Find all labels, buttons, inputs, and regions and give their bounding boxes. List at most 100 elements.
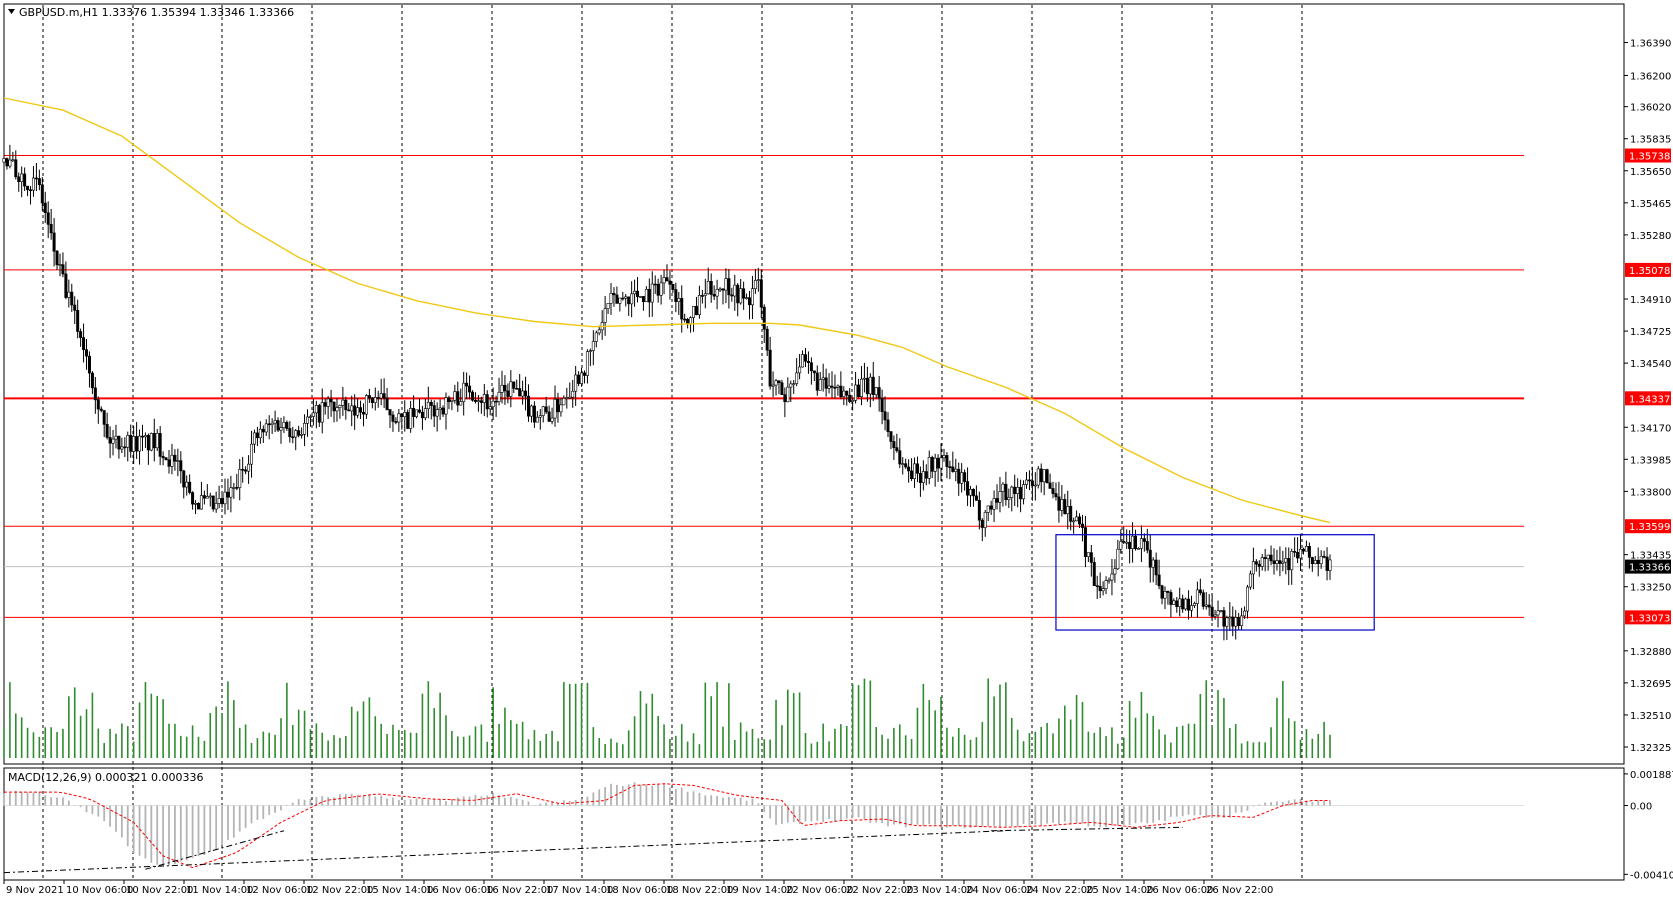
candle-body [753,280,757,290]
candle-body [1131,535,1135,549]
candle-body [697,295,701,316]
candle-body [185,481,189,488]
candle-body [1101,588,1105,592]
candle-body [438,407,442,410]
candle-body [656,283,660,296]
time-tick-label: 10 Nov 22:00 [126,885,193,896]
candle-body [1089,552,1093,563]
candle-body [132,436,136,452]
candle-body [582,372,586,376]
candle-body [1142,538,1146,542]
candle-body [43,202,47,213]
time-tick-label: 9 Nov 2021 [6,885,64,896]
candle-body [353,405,357,416]
candle-body [282,422,286,428]
candle-body [429,401,433,406]
candle-body [252,432,256,445]
candle-body [1245,586,1249,612]
candle-body [58,264,62,266]
price-panel-frame [3,3,1625,765]
candle-body [176,460,180,462]
candle-body [314,405,318,414]
candle-body [14,159,18,178]
price-tick-label: 1.36020 [1630,103,1671,114]
candle-body [662,277,666,284]
candle-body [980,519,984,528]
candle-body [105,424,109,438]
candle-body [20,173,24,183]
price-tick-label: 1.34540 [1630,359,1671,370]
candle-body [871,376,875,395]
time-tick-label: 19 Nov 14:00 [726,885,793,896]
candle-body [1001,483,1005,492]
candle-body [1181,598,1185,610]
candle-body [1240,615,1244,626]
candle-body [2,158,6,163]
candle-body [359,407,363,413]
candle-body [1184,598,1188,610]
candle-body [862,377,866,380]
candle-body [1169,592,1173,605]
candle-body [818,379,822,391]
candle-body [742,288,746,299]
candle-body [1057,496,1061,511]
candle-body [450,399,454,403]
candle-body [683,318,687,321]
candle-body [1004,483,1008,500]
candle-body [886,419,890,432]
candle-body [126,435,130,448]
candle-body [1036,468,1040,486]
candle-body [55,250,59,266]
candle-body [638,296,642,298]
candle-body [553,399,557,419]
candle-body [606,303,610,309]
candle-body [859,378,863,397]
candle-body [250,443,254,465]
candle-body [715,289,719,297]
level-badge [1625,262,1671,277]
candle-body [323,402,327,407]
candle-body [317,405,321,423]
candle-body [624,296,628,299]
candle-body [883,411,887,421]
macd-indicator [3,782,1524,874]
candle-body [677,298,681,302]
candle-body [79,331,83,338]
candle-body [114,435,118,440]
candle-body [1060,499,1064,511]
candle-body [562,398,566,406]
candle-body [1024,479,1028,485]
candle-body [960,472,964,484]
symbol-info: GBPUSD.m,H1 1.33376 1.35394 1.33346 1.33… [19,6,294,19]
candle-body [476,400,480,402]
candle-body [300,434,304,436]
candle-body [963,472,967,482]
candle-body [85,349,89,357]
candle-body [379,393,383,399]
candle-body [447,397,451,403]
consolidation-box [1055,534,1375,631]
candle-body [1195,589,1199,604]
candle-body [1151,559,1155,568]
candle-body [1192,603,1196,606]
time-tick-label: 16 Nov 22:00 [486,885,553,896]
candle-body [1248,573,1252,588]
candle-body [700,295,704,297]
candle-body [226,491,230,498]
candle-body [1263,557,1267,560]
candle-body [880,397,884,412]
candle-body [70,291,74,306]
candle-body [518,388,522,397]
macd-tick-label: 0.00 [1630,802,1652,813]
candle-body [1095,585,1099,587]
candle-body [1054,493,1058,498]
triangle-down-icon[interactable] [8,9,15,14]
candle-body [37,178,41,186]
candle-body [1304,545,1308,552]
candle-body [1007,497,1011,500]
candle-body [1207,604,1211,608]
time-tick-label: 22 Nov 22:00 [846,885,913,896]
time-tick-label: 12 Nov 22:00 [306,885,373,896]
